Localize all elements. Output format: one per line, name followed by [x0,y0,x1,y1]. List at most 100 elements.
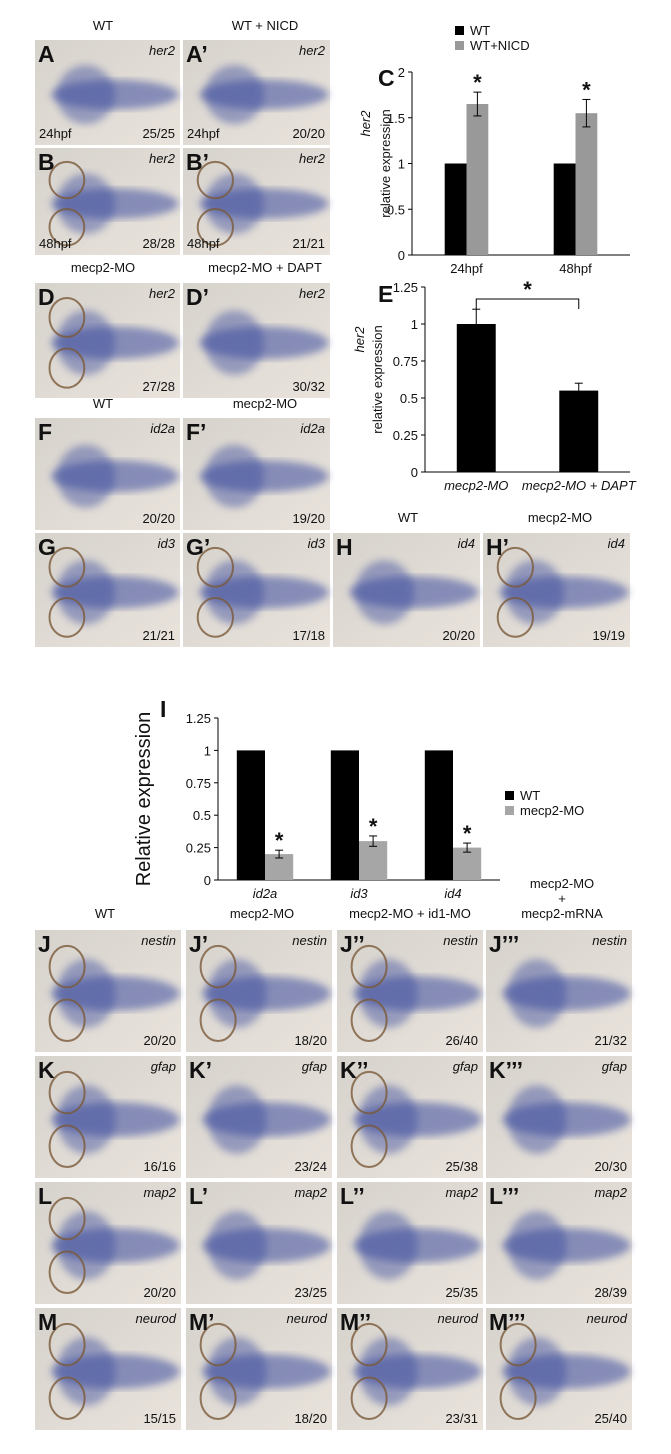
embryo-count: 21/21 [292,236,325,251]
embryo-count: 25/40 [594,1411,627,1426]
significance-marker: * [523,277,532,302]
stain [507,1337,567,1406]
bar [575,113,598,255]
embryo-count: 16/16 [143,1159,176,1174]
x-tick-label: 48hpf [559,261,592,276]
micrograph [337,1308,483,1430]
stain [358,1337,418,1406]
embryo-count: 20/20 [292,126,325,141]
gene-label: neurod [287,1311,328,1326]
eye [196,596,234,638]
micrograph [333,533,480,647]
column-header: mecp2-MO + id1-MO [349,906,471,921]
column-header: WT [93,396,113,411]
panel-letter: K’’ [340,1057,369,1083]
stain [358,959,418,1028]
panel-letter: G’ [186,534,210,560]
eye [350,944,388,989]
legend-swatch [505,806,514,815]
panel-letter: K [38,1057,55,1083]
micrograph [486,1182,632,1304]
error-bar [574,382,583,399]
significance-marker: * [473,70,482,95]
stain [507,1211,567,1280]
eye [48,998,86,1043]
eye [496,546,534,588]
panel-letter: H [336,534,353,560]
micrograph [183,533,330,647]
stain [207,1337,267,1406]
gene-label: gfap [151,1059,176,1074]
embryo-count: 25/35 [445,1285,478,1300]
legend-swatch [455,26,464,35]
error-bar [275,849,284,859]
embryo-count: 26/40 [445,1033,478,1048]
bar [466,104,489,256]
stain [56,444,115,508]
bar [444,163,467,255]
eye [48,1376,86,1421]
column-header: mecp2-MO [530,876,594,891]
column-header: mecp2-MO [233,396,297,411]
stain [56,560,115,625]
error-bar [472,308,481,340]
column-header: WT [93,18,113,33]
y-tick-label: 1 [398,157,405,172]
eye [48,546,86,588]
stain [56,173,115,234]
y-axis-gene: her2 [358,110,373,137]
column-header: WT [95,906,115,921]
legend-swatch [505,791,514,800]
stain [56,1211,116,1280]
micrograph [337,930,483,1052]
micrograph [186,930,332,1052]
stain [56,310,115,375]
micrograph [35,930,181,1052]
gene-label: nestin [292,933,327,948]
column-header: mecp2-MO [230,906,294,921]
y-tick-label: 0 [398,248,405,263]
micrograph [337,1056,483,1178]
micrograph [486,1308,632,1430]
embryo-count: 17/18 [292,628,325,643]
legend-label: WT [470,23,490,38]
column-header: mecp2-MO [71,260,135,275]
panel-letter: D [38,284,55,310]
panel-letter: G [38,534,56,560]
gene-label: her2 [299,286,326,301]
y-tick-label: 0 [204,873,211,888]
gene-label: id4 [608,536,625,551]
panel-letter: J’’’ [489,931,519,957]
gene-label: neurod [438,1311,479,1326]
stage-label: 24hpf [187,126,220,141]
gene-label: her2 [149,286,176,301]
gene-label: id3 [158,536,176,551]
panel-letter: A [38,41,55,67]
micrograph [483,533,630,647]
eye [48,207,86,247]
micrograph [35,418,180,530]
micrograph [35,40,180,145]
eye [48,596,86,638]
column-header: mecp2-MO + DAPT [208,260,322,275]
embryo-count: 20/20 [142,511,175,526]
stain [507,1085,567,1154]
x-tick-label: mecp2-MO [444,478,508,493]
stain [205,65,264,124]
eye [48,1250,86,1295]
panel-letter: I [160,696,166,722]
stain [205,560,264,625]
micrograph [35,148,180,255]
eye [48,1070,86,1115]
stage-label: 48hpf [187,236,220,251]
y-axis-gene: her2 [352,326,367,353]
eye [48,160,86,200]
y-tick-label: 1.25 [186,711,211,726]
y-tick-label: 1.25 [393,280,418,295]
eye [496,596,534,638]
significance-marker: * [463,821,472,846]
micrograph [35,533,180,647]
legend-label: mecp2-MO [520,803,584,818]
y-tick-label: 0.25 [393,428,418,443]
panel-letter: L’’ [340,1183,365,1209]
